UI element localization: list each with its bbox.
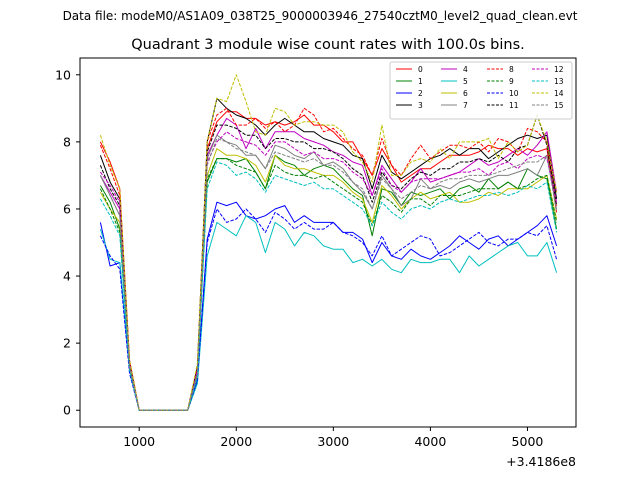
- legend-label-6: 6: [463, 89, 468, 98]
- legend-label-12: 12: [554, 65, 564, 74]
- y-axis: 0 2 4 6 8 10: [55, 67, 80, 418]
- legend-label-14: 14: [554, 89, 564, 98]
- plot-frame: [79, 57, 577, 428]
- y-tick-label: 4: [63, 269, 71, 284]
- y-tick-label: 6: [63, 201, 71, 216]
- x-tick-label: 1000: [123, 434, 155, 449]
- x-tick-label: 3000: [317, 434, 349, 449]
- y-tick-label: 2: [63, 336, 71, 351]
- y-tick-label: 8: [63, 134, 71, 149]
- x-axis: 1000 2000 3000 4000 5000: [123, 427, 543, 449]
- legend-label-13: 13: [554, 77, 564, 86]
- legend-label-5: 5: [463, 77, 468, 86]
- legend-label-9: 9: [509, 77, 514, 86]
- figure-suptitle: Data file: modeM0/AS1A09_038T25_90000039…: [63, 9, 578, 23]
- series-line-10: [99, 208, 558, 411]
- series-line-13: [99, 161, 558, 411]
- series-line-1: [99, 154, 558, 411]
- legend-label-1: 1: [418, 77, 423, 86]
- legend-frame: [389, 61, 573, 120]
- legend-label-10: 10: [509, 89, 519, 98]
- x-tick-label: 4000: [414, 434, 446, 449]
- x-offset-label: +3.4186e8: [506, 454, 576, 469]
- series-line-7: [99, 134, 558, 411]
- x-tick-label: 2000: [220, 434, 252, 449]
- y-tick-label: 0: [63, 403, 71, 418]
- legend-label-4: 4: [463, 65, 468, 74]
- legend-label-3: 3: [418, 101, 423, 110]
- legend-label-0: 0: [418, 65, 423, 74]
- legend-label-8: 8: [509, 65, 514, 74]
- series-line-9: [99, 158, 558, 411]
- series-line-5: [99, 215, 558, 411]
- series-line-2: [99, 201, 558, 411]
- series-line-11: [99, 114, 558, 411]
- legend-label-2: 2: [418, 89, 423, 98]
- series-lines: [99, 74, 558, 411]
- series-line-0: [99, 111, 558, 411]
- y-tick-label: 10: [55, 67, 71, 82]
- series-line-6: [99, 148, 558, 411]
- chart-title: Quadrant 3 module wise count rates with …: [131, 37, 525, 53]
- legend-label-15: 15: [554, 101, 564, 110]
- series-line-15: [99, 138, 558, 411]
- series-line-12: [99, 131, 558, 411]
- series-line-4: [99, 117, 558, 411]
- legend-label-7: 7: [463, 101, 468, 110]
- legend-label-11: 11: [509, 101, 519, 110]
- x-tick-label: 5000: [512, 434, 544, 449]
